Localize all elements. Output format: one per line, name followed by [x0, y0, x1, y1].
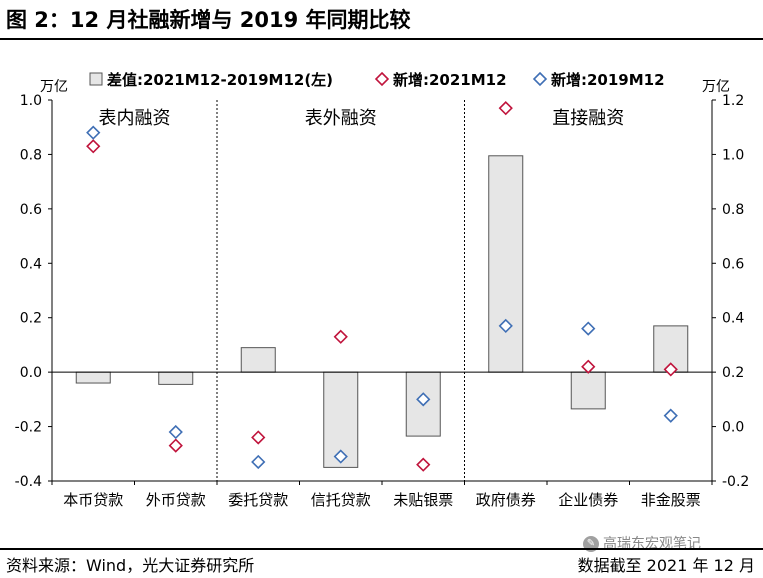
- bar-0: [75, 371, 111, 384]
- legend-marker-2019: [532, 71, 548, 87]
- left-tick-label: -0.4: [15, 474, 42, 490]
- marker-s1-0: [86, 139, 101, 154]
- marker-s1-1: [168, 438, 183, 453]
- marker-series: [86, 101, 678, 472]
- marker-s2-7: [663, 408, 678, 423]
- left-axis-unit: 万亿: [40, 79, 68, 95]
- marker-s2-0: [86, 125, 101, 140]
- left-tick-label: 0.6: [20, 202, 42, 218]
- right-tick-label: 0.6: [722, 256, 744, 272]
- title-rule: [0, 38, 763, 40]
- right-axis-unit: 万亿: [702, 79, 730, 95]
- legend-swatch-diff: [89, 72, 103, 86]
- marker-s1-2: [251, 430, 266, 445]
- legend-label-2019: 新增:2019M12: [551, 71, 665, 89]
- group-label: 表内融资: [99, 108, 171, 129]
- category-label: 外币贷款: [146, 491, 206, 509]
- category-label: 企业债券: [558, 491, 618, 509]
- category-label: 未贴银票: [393, 491, 453, 509]
- source-note: 资料来源：Wind，光大证券研究所: [6, 556, 255, 575]
- category-label: 委托贷款: [228, 491, 288, 509]
- legend: 差值:2021M12-2019M12(左) 新增:2021M12 新增:2019M1…: [89, 71, 665, 89]
- bar-6: [570, 371, 606, 410]
- right-tick-label: 0.2: [722, 365, 744, 381]
- category-label: 本币贷款: [63, 491, 123, 509]
- category-label: 政府债券: [476, 491, 536, 509]
- marker-s1-5: [498, 101, 513, 116]
- bar-series: [75, 155, 689, 468]
- figure-title: 图 2：12 月社融新增与 2019 年同期比较: [6, 8, 411, 32]
- group-label: 表外融资: [305, 108, 377, 129]
- right-tick-label: 0.4: [722, 311, 744, 327]
- right-tick-label: 1.2: [722, 93, 744, 109]
- watermark: ✎ 高瑞东宏观笔记: [583, 533, 701, 553]
- marker-s1-6: [581, 359, 596, 374]
- marker-s2-5: [498, 318, 513, 334]
- bar-2: [240, 347, 276, 373]
- group-label: 直接融资: [552, 108, 624, 129]
- footer-rule: [0, 548, 763, 550]
- axes: [48, 99, 716, 485]
- left-tick-label: -0.2: [15, 420, 42, 436]
- marker-s2-1: [168, 424, 183, 440]
- left-tick-label: 0.4: [20, 256, 42, 272]
- marker-s2-4: [416, 392, 431, 407]
- marker-s1-3: [333, 329, 348, 344]
- right-tick-label: 0.8: [722, 202, 744, 218]
- left-tick-label: 1.0: [20, 93, 42, 109]
- right-tick-label: 0.0: [722, 420, 744, 436]
- left-tick-label: 0.0: [20, 365, 42, 381]
- right-tick-label: 1.0: [722, 147, 744, 163]
- bar-5: [488, 155, 524, 373]
- group-separators: [216, 100, 465, 481]
- marker-s1-4: [416, 457, 431, 472]
- bar-1: [158, 371, 194, 385]
- right-tick-label: -0.2: [722, 474, 749, 490]
- legend-label-2021: 新增:2021M12: [393, 71, 507, 89]
- legend-marker-2021: [374, 71, 390, 87]
- left-tick-label: 0.2: [20, 311, 42, 327]
- labels: 1.0 0.8 0.6 0.4 0.2 0.0 -0.2 -0.4 1.2 1.0 0.8 0.6 0.…: [15, 79, 750, 509]
- legend-label-diff: 差值:2021M12-2019M12(左): [107, 71, 333, 89]
- marker-s2-2: [251, 454, 266, 470]
- category-label: 信托贷款: [311, 491, 371, 509]
- left-tick-label: 0.8: [20, 147, 42, 163]
- category-label: 非金股票: [641, 491, 701, 509]
- marker-s2-3: [333, 449, 348, 464]
- data-date-note: 数据截至 2021 年 12 月: [577, 556, 755, 575]
- marker-s2-6: [581, 321, 596, 336]
- marker-s1-7: [663, 362, 678, 377]
